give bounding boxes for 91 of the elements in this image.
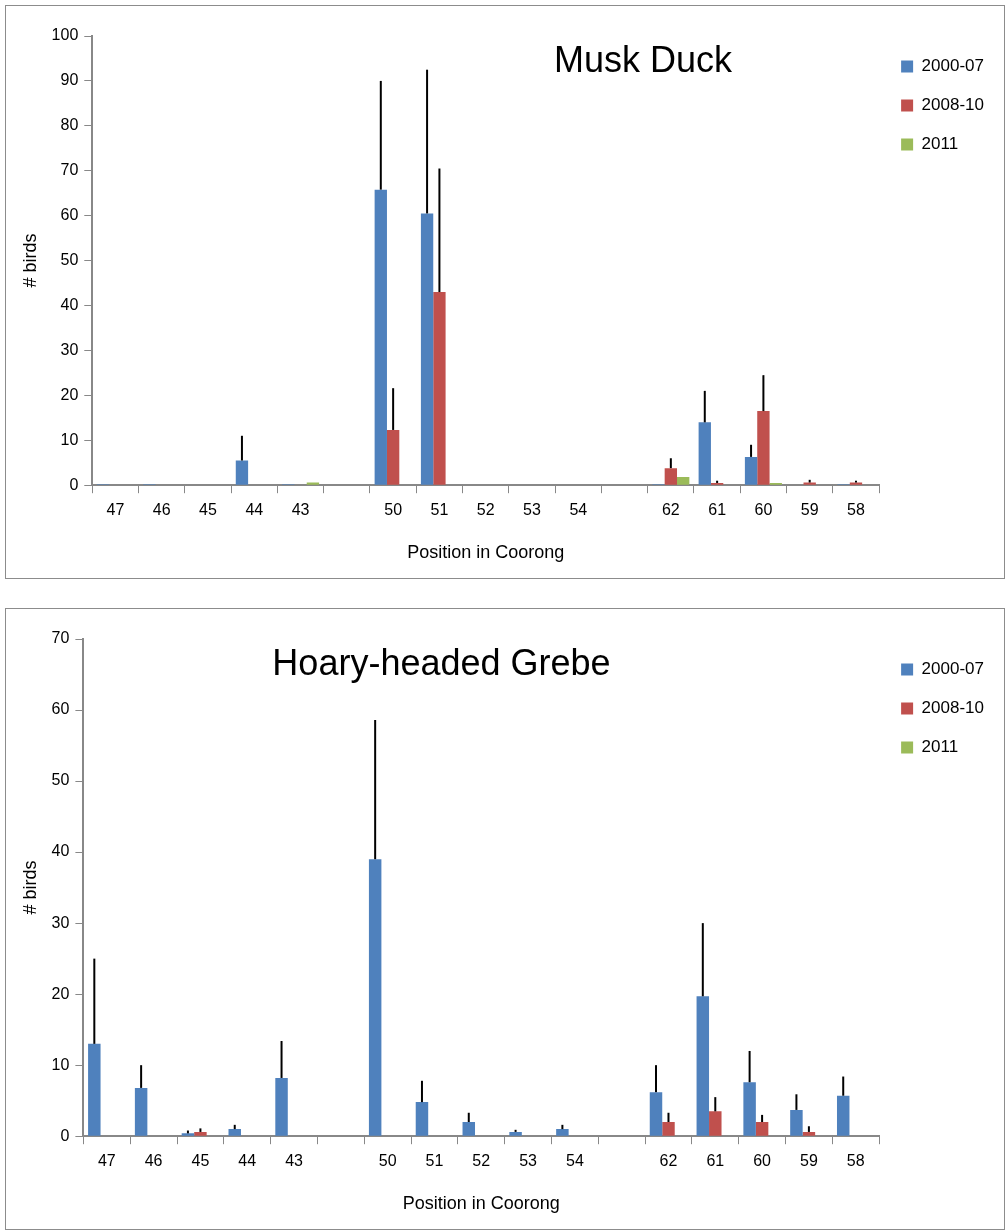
bar [509,1131,522,1136]
y-axis-title: # birds [19,860,40,915]
y-tick-label: 10 [60,430,79,448]
bar [235,460,249,485]
y-axis-title: # birds [19,233,40,288]
y-tick-label: 0 [69,475,79,493]
bar [757,411,770,485]
bar [556,1129,569,1136]
bar [743,1082,756,1136]
x-tick-label: 60 [753,1152,772,1170]
bar [420,213,434,485]
x-tick-label: 59 [800,501,819,519]
y-tick-label: 70 [60,161,79,179]
legend-label: 2011 [921,737,959,757]
x-tick-label: 61 [708,501,727,519]
y-tick-label: 80 [60,116,79,134]
bar [836,1095,850,1136]
x-tick-label: 53 [523,501,541,519]
y-tick-label: 90 [60,71,79,89]
x-tick-label: 59 [800,1152,818,1170]
bar [664,468,678,485]
x-tick-label: 54 [565,1152,584,1170]
legend-label: 2000-07 [921,56,984,76]
bar [433,292,446,485]
bar [744,456,758,485]
x-tick-label: 52 [472,1152,491,1170]
x-tick-label: 45 [199,501,217,519]
bar [698,422,711,485]
legend-label: 2011 [921,134,959,154]
x-tick-label: 50 [384,501,403,519]
bar [662,1121,675,1136]
y-tick-label: 20 [60,385,79,403]
bar [802,1131,816,1136]
y-tick-label: 30 [51,913,70,931]
bar [88,1043,101,1136]
legend-label: 2008-10 [921,95,984,115]
x-tick-label: 58 [846,1152,865,1170]
x-tick-label: 52 [476,501,495,519]
bar [194,1131,207,1136]
legend-label: 2008-10 [921,698,984,718]
chart-title: Musk Duck [554,38,734,80]
x-tick-label: 53 [519,1152,538,1170]
x-tick-label: 51 [425,1152,444,1170]
bar [275,1077,288,1136]
x-tick-label: 54 [569,501,588,519]
x-tick-label: 43 [291,501,310,519]
y-tick-label: 50 [51,771,70,789]
bar [790,1109,803,1136]
bar [415,1102,429,1136]
bar [677,477,690,485]
x-tick-label: 62 [661,501,680,519]
bar [755,1121,769,1136]
bar [649,1092,663,1136]
y-tick-label: 10 [51,1055,70,1073]
bar [181,1133,195,1136]
x-tick-label: 47 [97,1152,116,1170]
y-tick-label: 40 [60,295,79,313]
x-tick-label: 43 [285,1152,304,1170]
x-tick-label: 50 [378,1152,397,1170]
bar [696,996,710,1136]
y-tick-label: 30 [60,340,79,358]
x-tick-label: 44 [245,501,264,519]
y-tick-label: 50 [60,251,79,269]
x-tick-label: 44 [238,1152,257,1170]
chart-title: Hoary-headed Grebe [272,641,611,683]
x-axis-title: Position in Coorong [402,1193,560,1214]
x-tick-label: 46 [144,1152,163,1170]
y-tick-label: 60 [51,700,70,718]
x-tick-label: 46 [152,501,171,519]
legend-label: 2000-07 [921,659,984,679]
x-tick-label: 60 [754,501,773,519]
x-tick-label: 47 [106,501,125,519]
x-tick-label: 61 [706,1152,725,1170]
y-tick-label: 20 [51,984,70,1002]
x-tick-label: 51 [430,501,449,519]
bar [386,429,400,485]
x-tick-label: 62 [659,1152,678,1170]
x-axis-title: Position in Coorong [407,542,565,563]
y-tick-label: 70 [51,629,70,647]
y-tick-label: 40 [51,842,70,860]
bar [228,1129,241,1136]
y-tick-label: 60 [60,206,79,224]
x-tick-label: 45 [191,1152,210,1170]
y-tick-label: 0 [60,1126,70,1144]
bar [368,859,382,1136]
bar [134,1087,148,1136]
bar [462,1121,476,1136]
bar [709,1111,722,1136]
y-tick-label: 100 [51,26,79,44]
bar [374,189,387,485]
x-tick-label: 58 [847,501,865,519]
